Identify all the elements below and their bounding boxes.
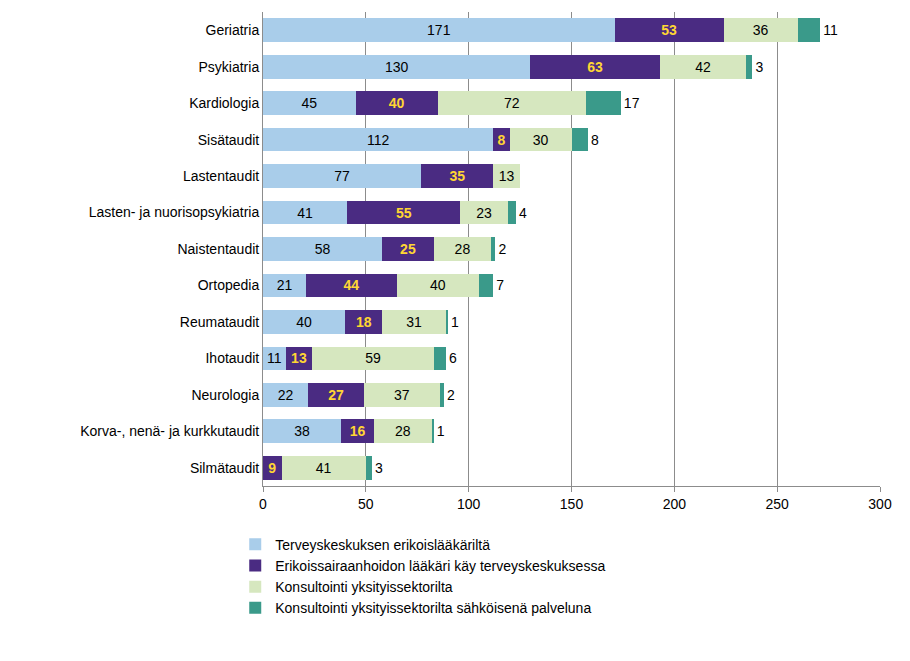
svg-text:1: 1 [451, 314, 459, 330]
svg-text:Neurologia: Neurologia [191, 387, 259, 403]
svg-text:30: 30 [533, 132, 549, 148]
svg-text:11: 11 [823, 22, 838, 38]
svg-text:7: 7 [496, 277, 504, 293]
svg-text:17: 17 [624, 95, 640, 111]
svg-text:11: 11 [267, 350, 282, 366]
svg-text:13: 13 [291, 350, 307, 366]
svg-text:2: 2 [498, 241, 506, 257]
svg-text:8: 8 [498, 132, 506, 148]
svg-text:44: 44 [344, 277, 360, 293]
svg-text:4: 4 [519, 205, 527, 221]
svg-text:59: 59 [365, 350, 381, 366]
svg-text:0: 0 [259, 496, 267, 512]
svg-text:55: 55 [396, 205, 412, 221]
svg-text:53: 53 [661, 22, 677, 38]
svg-text:250: 250 [765, 496, 789, 512]
svg-text:63: 63 [587, 59, 603, 75]
svg-text:41: 41 [316, 460, 332, 476]
svg-text:23: 23 [476, 205, 492, 221]
svg-text:112: 112 [367, 132, 390, 148]
svg-text:38: 38 [294, 423, 310, 439]
svg-text:Geriatria: Geriatria [206, 22, 260, 38]
svg-text:77: 77 [334, 168, 350, 184]
svg-text:21: 21 [277, 277, 293, 293]
svg-text:3: 3 [375, 460, 383, 476]
svg-text:13: 13 [499, 168, 515, 184]
svg-text:18: 18 [356, 314, 372, 330]
svg-text:40: 40 [296, 314, 312, 330]
svg-text:31: 31 [406, 314, 422, 330]
svg-text:2: 2 [447, 387, 455, 403]
svg-text:37: 37 [394, 387, 410, 403]
svg-text:41: 41 [297, 205, 313, 221]
svg-text:3: 3 [755, 59, 763, 75]
svg-text:8: 8 [591, 132, 599, 148]
svg-text:Konsultointi yksityissektorilt: Konsultointi yksityissektorilta [275, 579, 453, 595]
svg-text:72: 72 [504, 95, 520, 111]
svg-text:200: 200 [663, 496, 687, 512]
svg-text:58: 58 [315, 241, 331, 257]
svg-text:130: 130 [385, 59, 409, 75]
svg-text:Ortopedia: Ortopedia [198, 277, 260, 293]
svg-text:Reumataudit: Reumataudit [180, 314, 259, 330]
svg-text:45: 45 [301, 95, 317, 111]
svg-text:1: 1 [437, 423, 445, 439]
svg-text:Terveyskeskuksen erikoislääkär: Terveyskeskuksen erikoislääkäriltä [275, 537, 490, 553]
svg-text:Ihotaudit: Ihotaudit [205, 350, 259, 366]
svg-text:Silmätaudit: Silmätaudit [190, 460, 259, 476]
svg-text:16: 16 [350, 423, 366, 439]
svg-text:Erikoissairaanhoidon lääkäri k: Erikoissairaanhoidon lääkäri käy terveys… [275, 558, 605, 574]
svg-text:27: 27 [328, 387, 344, 403]
svg-text:Kardiologia: Kardiologia [189, 95, 259, 111]
svg-text:Lasten- ja nuorisopsykiatria: Lasten- ja nuorisopsykiatria [89, 204, 260, 220]
svg-text:28: 28 [455, 241, 471, 257]
svg-text:Konsultointi yksityissektorilt: Konsultointi yksityissektorilta sähköise… [275, 600, 591, 616]
svg-text:9: 9 [268, 460, 276, 476]
svg-text:36: 36 [753, 22, 769, 38]
svg-text:100: 100 [457, 496, 481, 512]
svg-text:150: 150 [560, 496, 584, 512]
svg-text:Psykiatria: Psykiatria [199, 59, 260, 75]
svg-text:40: 40 [389, 95, 405, 111]
svg-text:Lastentaudit: Lastentaudit [183, 168, 259, 184]
svg-text:Naistentaudit: Naistentaudit [177, 241, 259, 257]
svg-text:Korva-, nenä- ja kurkkutaudit: Korva-, nenä- ja kurkkutaudit [80, 423, 259, 439]
svg-text:300: 300 [868, 496, 892, 512]
svg-text:6: 6 [449, 350, 457, 366]
svg-text:171: 171 [427, 22, 451, 38]
svg-text:28: 28 [395, 423, 411, 439]
svg-text:25: 25 [400, 241, 416, 257]
svg-text:42: 42 [695, 59, 711, 75]
svg-text:Sisätaudit: Sisätaudit [198, 132, 260, 148]
svg-text:35: 35 [449, 168, 465, 184]
svg-text:50: 50 [358, 496, 374, 512]
svg-text:22: 22 [278, 387, 294, 403]
svg-text:40: 40 [430, 277, 446, 293]
